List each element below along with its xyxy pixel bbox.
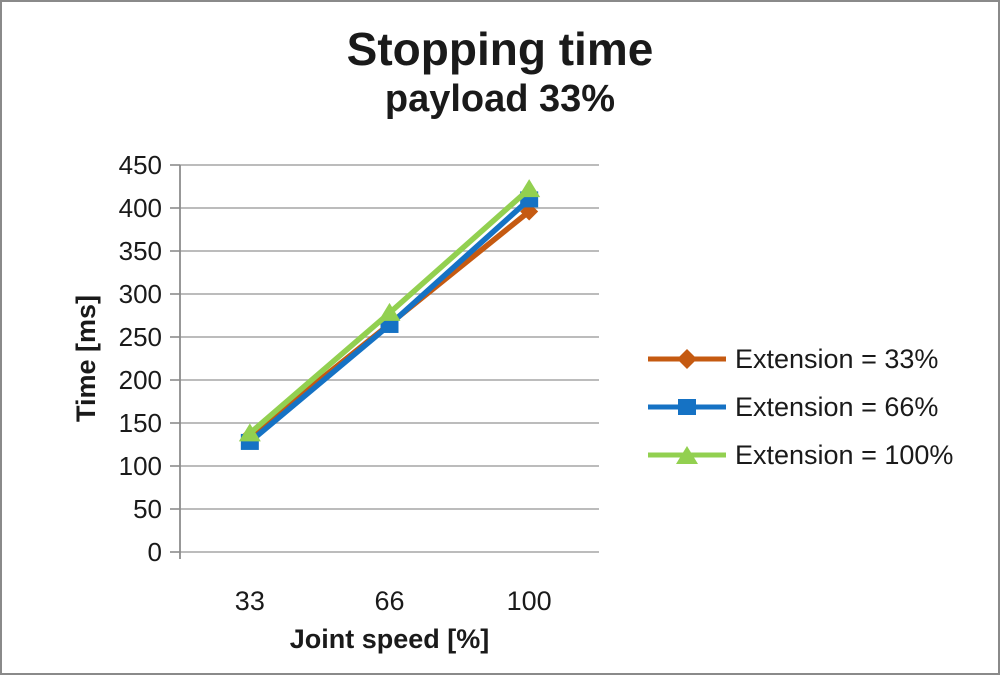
y-tick-label: 150 <box>119 408 162 438</box>
legend-swatch <box>648 349 726 369</box>
y-tick-label: 350 <box>119 236 162 266</box>
y-axis-title: Time [ms] <box>71 295 101 422</box>
legend-swatch <box>648 399 726 415</box>
legend-item-extension-66: Extension = 66% <box>647 383 953 431</box>
legend-label: Extension = 66% <box>735 391 939 422</box>
legend-swatch <box>648 446 726 464</box>
triangle-marker-icon <box>518 179 541 198</box>
legend: Extension = 33% Extension = 66% Extensio… <box>647 335 953 479</box>
triangle-marker-icon <box>676 446 698 464</box>
y-tick-label: 250 <box>119 322 162 352</box>
legend-item-extension-100: Extension = 100% <box>647 431 953 479</box>
y-tick-label: 50 <box>133 494 162 524</box>
y-tick-label: 100 <box>119 451 162 481</box>
x-axis-title: Joint speed [%] <box>290 624 490 654</box>
legend-item-extension-33: Extension = 33% <box>647 335 953 383</box>
x-tick-label: 66 <box>374 586 404 616</box>
y-tick-label: 0 <box>148 537 162 567</box>
x-tick-label: 33 <box>235 586 265 616</box>
y-tick-label: 450 <box>119 150 162 180</box>
square-marker-icon <box>678 399 696 415</box>
chart-title: Stopping time <box>346 23 654 75</box>
y-tick-label: 400 <box>119 193 162 223</box>
legend-label: Extension = 100% <box>735 439 954 470</box>
triangle-marker-icon <box>238 423 261 442</box>
y-tick-label: 200 <box>119 365 162 395</box>
triangle-marker-icon <box>378 302 401 321</box>
y-tick-label: 300 <box>119 279 162 309</box>
chart-subtitle: payload 33% <box>384 78 616 120</box>
x-tick-label: 100 <box>507 586 552 616</box>
square-marker-icon <box>380 316 399 333</box>
legend-label: Extension = 33% <box>735 343 939 374</box>
diamond-marker-icon <box>677 349 697 369</box>
